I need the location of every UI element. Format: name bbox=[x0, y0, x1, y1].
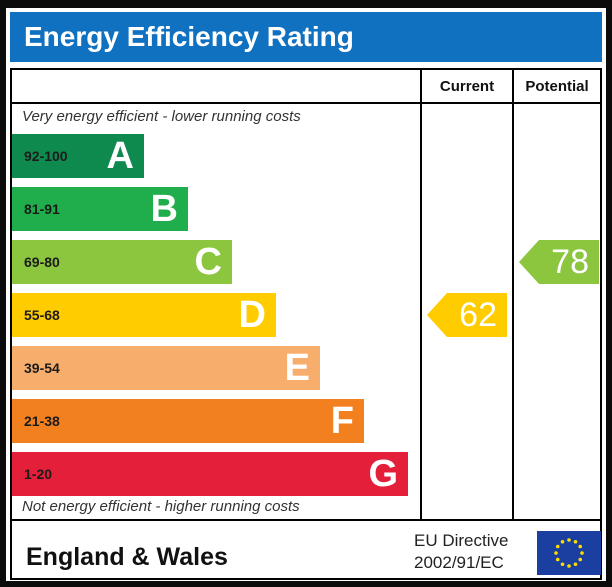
header-potential: Potential bbox=[525, 77, 589, 95]
divider-current bbox=[420, 70, 422, 519]
eu-star-icon bbox=[567, 538, 571, 542]
band-letter-label: B bbox=[150, 188, 178, 230]
directive-line1: EU Directive bbox=[414, 531, 509, 550]
footer-divider bbox=[12, 519, 600, 521]
band-range-label: 21-38 bbox=[24, 413, 60, 429]
band-e: 39-54 E bbox=[12, 346, 320, 390]
band-b: 81-91 B bbox=[12, 187, 188, 231]
band-letter-label: A bbox=[106, 135, 134, 177]
eu-star-icon bbox=[560, 562, 565, 567]
region-label: England & Wales bbox=[26, 543, 228, 571]
arrow-potential: 78 bbox=[519, 240, 599, 284]
arrow-shape bbox=[427, 293, 507, 337]
arrow-current: 62 bbox=[427, 293, 507, 337]
eu-star-icon bbox=[560, 539, 565, 544]
band-range-label: 55-68 bbox=[24, 307, 60, 323]
eu-star-icon bbox=[573, 539, 578, 544]
header-current: Current bbox=[439, 77, 495, 95]
band-letter-label: E bbox=[284, 347, 310, 389]
eu-star-icon bbox=[555, 544, 560, 549]
eu-star-icon bbox=[580, 551, 584, 555]
rating-table: Current Potential Very energy efficient … bbox=[10, 68, 602, 580]
band-a: 92-100 A bbox=[12, 134, 144, 178]
band-range-label: 92-100 bbox=[24, 148, 68, 164]
chart-title: Energy Efficiency Rating bbox=[10, 12, 602, 62]
epc-chart-frame: Energy Efficiency Rating Current Potenti… bbox=[6, 8, 606, 581]
top-caption: Very energy efficient - lower running co… bbox=[22, 108, 301, 125]
band-letter-label: G bbox=[368, 453, 398, 495]
eu-star-icon bbox=[554, 551, 558, 555]
arrow-value: 62 bbox=[459, 296, 497, 334]
header-divider bbox=[12, 102, 600, 104]
arrow-fill bbox=[519, 240, 599, 284]
arrow-fill bbox=[427, 293, 507, 337]
arrow-value: 78 bbox=[551, 243, 589, 281]
band-g: 1-20 G bbox=[12, 452, 408, 496]
eu-star-icon bbox=[555, 557, 560, 562]
eu-star-icon bbox=[578, 557, 583, 562]
band-d: 55-68 D bbox=[12, 293, 276, 337]
eu-star-icon bbox=[567, 564, 571, 568]
band-letter-label: D bbox=[238, 294, 266, 336]
eu-star-icon bbox=[573, 562, 578, 567]
bottom-caption: Not energy efficient - higher running co… bbox=[22, 498, 300, 515]
band-range-label: 1-20 bbox=[24, 466, 53, 482]
band-letter-label: C bbox=[194, 241, 222, 283]
directive-line2: 2002/91/EC bbox=[414, 553, 504, 572]
eu-flag-icon bbox=[537, 531, 601, 575]
eu-directive: EU Directive 2002/91/EC bbox=[414, 530, 536, 574]
band-range-label: 81-91 bbox=[24, 201, 60, 217]
band-range-label: 69-80 bbox=[24, 254, 60, 270]
band-range-label: 39-54 bbox=[24, 360, 60, 376]
band-letter-label: F bbox=[330, 400, 354, 442]
band-c: 69-80 C bbox=[12, 240, 232, 284]
divider-potential bbox=[512, 70, 514, 519]
arrow-shape bbox=[519, 240, 599, 284]
eu-star-icon bbox=[578, 544, 583, 549]
band-f: 21-38 F bbox=[12, 399, 364, 443]
